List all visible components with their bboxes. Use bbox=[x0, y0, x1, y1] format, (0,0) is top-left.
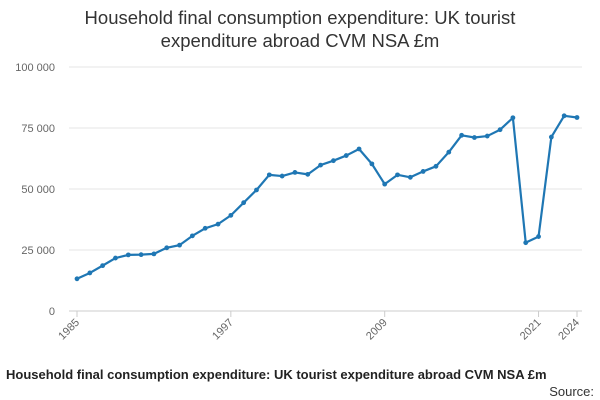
data-point[interactable] bbox=[523, 240, 529, 246]
data-point[interactable] bbox=[395, 172, 400, 178]
data-point[interactable] bbox=[254, 187, 259, 193]
data-point[interactable] bbox=[548, 134, 554, 140]
y-gridlines bbox=[69, 66, 582, 251]
y-tick-label: 25 000 bbox=[21, 245, 55, 257]
chart-caption: Household final consumption expenditure:… bbox=[6, 367, 547, 382]
data-point[interactable] bbox=[266, 172, 272, 178]
chart-title-line-1: Household final consumption expenditure:… bbox=[85, 7, 516, 28]
data-point[interactable] bbox=[343, 153, 349, 158]
series-line bbox=[76, 114, 578, 280]
data-point[interactable] bbox=[574, 115, 580, 120]
data-point[interactable] bbox=[561, 113, 567, 119]
x-tick-label: 2024 bbox=[556, 317, 582, 343]
data-point[interactable] bbox=[472, 135, 477, 140]
data-point[interactable] bbox=[151, 251, 157, 257]
data-point[interactable] bbox=[433, 163, 439, 169]
data-point[interactable] bbox=[241, 200, 247, 206]
data-point[interactable] bbox=[113, 255, 118, 261]
data-point[interactable] bbox=[420, 169, 426, 174]
data-point[interactable] bbox=[138, 252, 144, 258]
data-point[interactable] bbox=[189, 233, 195, 239]
data-point[interactable] bbox=[177, 242, 182, 248]
data-point[interactable] bbox=[305, 171, 311, 177]
data-point[interactable] bbox=[125, 252, 131, 258]
data-point[interactable] bbox=[484, 133, 490, 139]
source-label: Source: bbox=[549, 384, 594, 399]
data-point[interactable] bbox=[459, 132, 465, 138]
data-point[interactable] bbox=[87, 270, 93, 276]
data-point[interactable] bbox=[497, 127, 503, 133]
y-tick-label: 50 000 bbox=[21, 184, 55, 196]
x-axis-ticks: 1985 1997 2009 2021 2024 bbox=[56, 311, 582, 342]
x-tick-label: 2009 bbox=[364, 317, 390, 343]
data-point[interactable] bbox=[202, 225, 208, 231]
data-point[interactable] bbox=[318, 162, 323, 168]
x-tick-label: 1985 bbox=[56, 317, 82, 343]
x-tick-label: 2021 bbox=[518, 317, 544, 343]
data-point[interactable] bbox=[446, 149, 452, 155]
data-points bbox=[74, 113, 580, 282]
data-point[interactable] bbox=[382, 181, 388, 187]
data-point[interactable] bbox=[215, 221, 221, 227]
data-point[interactable] bbox=[74, 276, 80, 282]
data-point[interactable] bbox=[510, 115, 516, 121]
data-point[interactable] bbox=[369, 161, 375, 167]
y-axis-tick-labels: 0 25 000 50 000 75 000 100 000 bbox=[15, 62, 55, 318]
data-point[interactable] bbox=[279, 173, 285, 179]
chart-title-line-2: expenditure abroad CVM NSA £m bbox=[161, 30, 440, 51]
y-tick-label: 75 000 bbox=[21, 123, 55, 135]
data-point[interactable] bbox=[164, 245, 170, 251]
data-point[interactable] bbox=[228, 212, 234, 218]
data-point[interactable] bbox=[407, 174, 413, 180]
data-point[interactable] bbox=[100, 263, 106, 269]
x-tick-label: 1997 bbox=[210, 317, 236, 343]
data-point[interactable] bbox=[292, 170, 298, 175]
data-point[interactable] bbox=[536, 234, 541, 239]
y-tick-label: 0 bbox=[49, 306, 55, 318]
data-point[interactable] bbox=[356, 146, 362, 152]
y-tick-label: 100 000 bbox=[15, 62, 55, 74]
data-point[interactable] bbox=[331, 158, 336, 164]
